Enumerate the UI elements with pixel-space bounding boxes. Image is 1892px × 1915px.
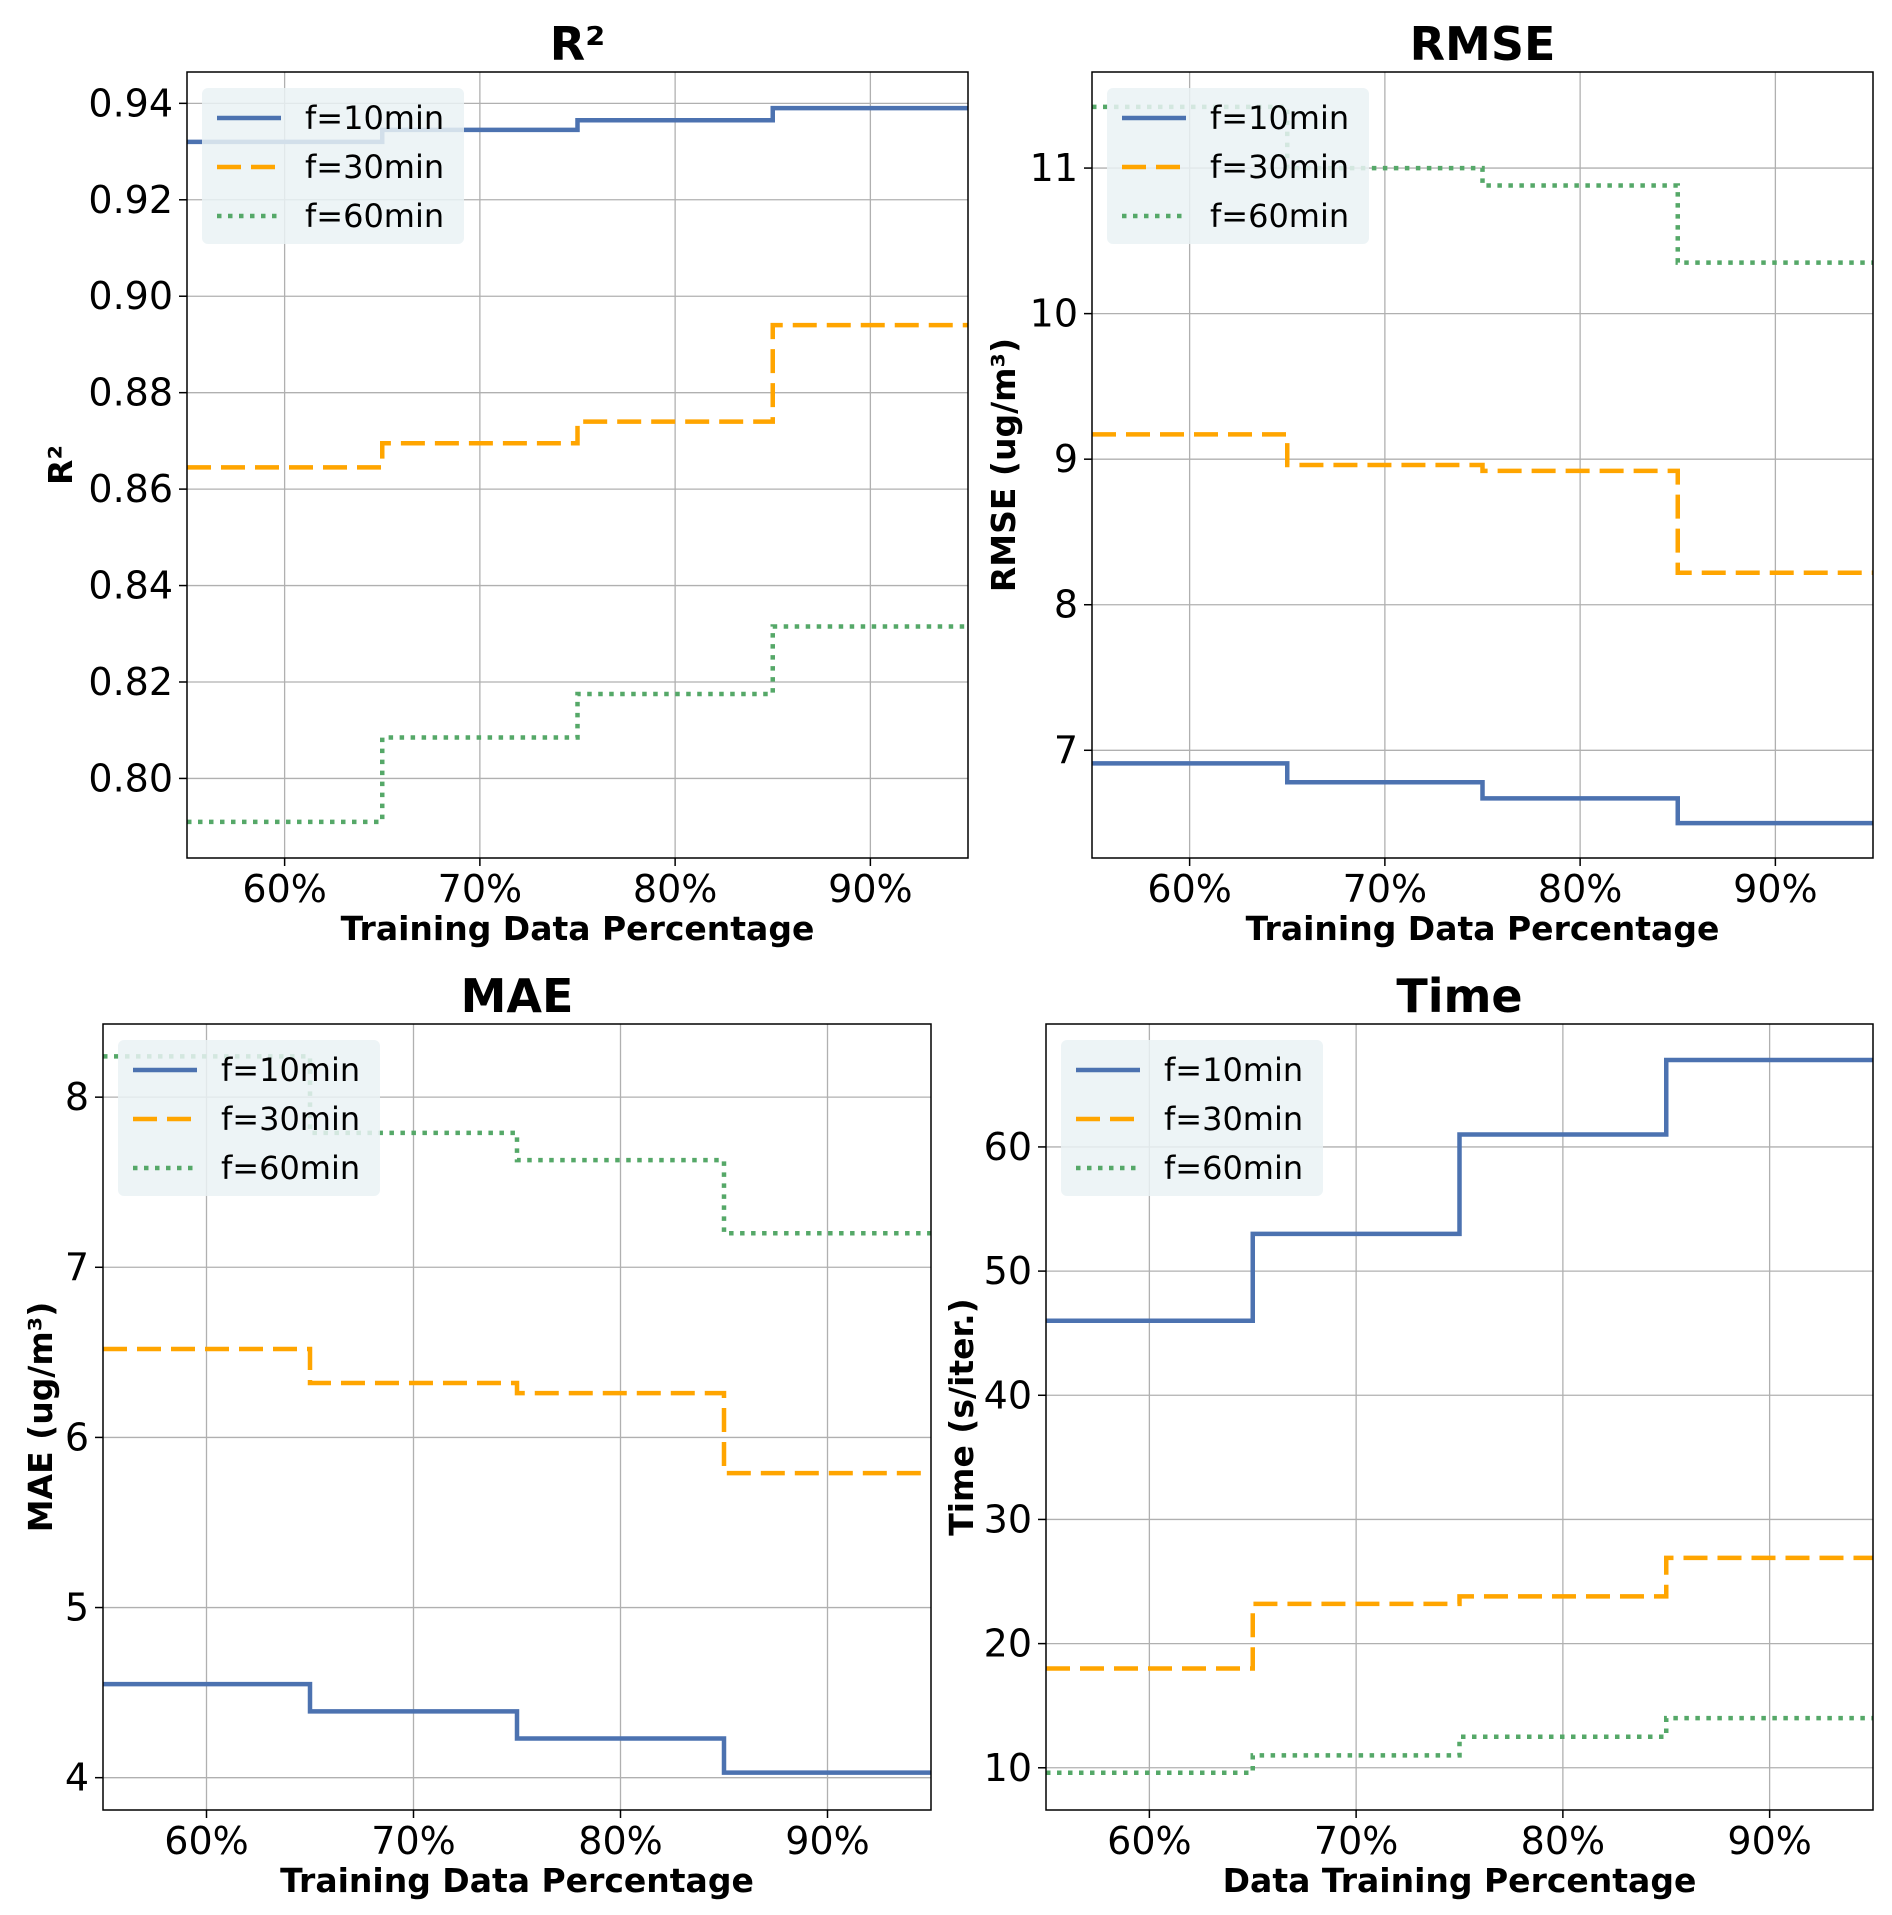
r2-legend-label-3: f=60min <box>305 197 444 235</box>
time-ytick-label: 60 <box>984 1125 1032 1169</box>
mae-ytick-label: 8 <box>65 1075 89 1119</box>
rmse-title: RMSE <box>1410 17 1556 71</box>
rmse-ytick-label: 10 <box>1030 292 1078 336</box>
rmse-xtick-label: 80% <box>1538 867 1622 911</box>
time-ytick-label: 50 <box>984 1249 1032 1293</box>
rmse-series-line-1 <box>1092 761 1873 826</box>
mae-xlabel: Training Data Percentage <box>280 1861 754 1900</box>
mae-legend-label-1: f=10min <box>221 1051 360 1089</box>
r2-xlabel: Training Data Percentage <box>341 909 815 948</box>
mae-title: MAE <box>461 969 574 1023</box>
time-legend-label-1: f=10min <box>1164 1051 1303 1089</box>
time-ytick-label: 10 <box>984 1746 1032 1790</box>
r2-xtick-label: 90% <box>828 867 912 911</box>
time-series-line-3 <box>1046 1715 1873 1775</box>
mae-xtick-label: 90% <box>785 1819 869 1863</box>
mae-series-line-1 <box>103 1681 931 1775</box>
time-ytick-label: 30 <box>984 1497 1032 1541</box>
time-legend: f=10min f=30min f=60min <box>1061 1040 1323 1196</box>
time-title: Time <box>1396 969 1522 1023</box>
r2-ytick-label: 0.80 <box>88 756 173 800</box>
r2-ytick-label: 0.84 <box>88 564 173 608</box>
rmse-xtick-label: 60% <box>1147 867 1231 911</box>
r2-series-line-3 <box>187 624 968 825</box>
r2-ylabel: R² <box>41 445 80 485</box>
time-xtick-label: 60% <box>1107 1819 1191 1863</box>
r2-title: R² <box>550 17 606 71</box>
time-xlabel: Data Training Percentage <box>1223 1861 1697 1900</box>
mae-legend-label-3: f=60min <box>221 1149 360 1187</box>
time-ytick-label: 20 <box>984 1622 1032 1666</box>
time-legend-label-2: f=30min <box>1164 1100 1303 1138</box>
r2-ytick-label: 0.90 <box>88 274 173 318</box>
rmse-legend-label-3: f=60min <box>1210 197 1349 235</box>
mae-series-line-2 <box>103 1346 931 1476</box>
rmse-xtick-label: 70% <box>1343 867 1427 911</box>
rmse-ytick-label: 8 <box>1054 583 1078 627</box>
time-xtick-label: 80% <box>1521 1819 1605 1863</box>
panel-mae: 60% 70% 80% 90% 4 5 6 7 8 MAE Training Data Percen… <box>21 969 932 1900</box>
time-series-line-2 <box>1046 1555 1873 1671</box>
r2-axes-frame <box>186 71 969 859</box>
mae-xtick-label: 80% <box>578 1819 662 1863</box>
r2-ytick-label: 0.86 <box>88 467 173 511</box>
time-ylabel: Time (s/iter.) <box>942 1298 981 1536</box>
mae-ytick-label: 6 <box>65 1415 89 1459</box>
r2-xtick-label: 70% <box>438 867 522 911</box>
rmse-ytick-label: 9 <box>1054 437 1078 481</box>
r2-xtick-label: 80% <box>633 867 717 911</box>
mae-xtick-label: 70% <box>371 1819 455 1863</box>
mae-legend: f=10min f=30min f=60min <box>118 1040 380 1196</box>
rmse-xtick-label: 90% <box>1733 867 1817 911</box>
rmse-legend: f=10min f=30min f=60min <box>1107 88 1369 244</box>
panel-r2: 60% 70% 80% 90% 0.80 0.82 0.84 0.86 0.88 0.90 0.92… <box>41 17 969 948</box>
mae-xtick-label: 60% <box>164 1819 248 1863</box>
time-series-line-1 <box>1046 1057 1873 1324</box>
time-legend-label-3: f=60min <box>1164 1149 1303 1187</box>
r2-ytick-label: 0.82 <box>88 660 173 704</box>
rmse-series-line-2 <box>1092 432 1873 575</box>
r2-legend-label-2: f=30min <box>305 148 444 186</box>
r2-ytick-label: 0.88 <box>88 371 173 415</box>
r2-legend-label-1: f=10min <box>305 99 444 137</box>
mae-legend-box <box>118 1040 380 1196</box>
rmse-legend-label-1: f=10min <box>1210 99 1349 137</box>
rmse-ylabel: RMSE (ug/m³) <box>984 338 1023 592</box>
mae-axes-frame <box>102 1023 932 1811</box>
time-legend-box <box>1061 1040 1323 1196</box>
time-xtick-label: 90% <box>1727 1819 1811 1863</box>
mae-legend-label-2: f=30min <box>221 1100 360 1138</box>
mae-ylabel: MAE (ug/m³) <box>21 1302 60 1533</box>
r2-ytick-label: 0.94 <box>88 81 173 125</box>
rmse-ytick-label: 7 <box>1054 728 1078 772</box>
rmse-xlabel: Training Data Percentage <box>1246 909 1720 948</box>
mae-ytick-label: 7 <box>65 1245 89 1289</box>
time-ytick-label: 40 <box>984 1373 1032 1417</box>
rmse-legend-box <box>1107 88 1369 244</box>
rmse-axes-frame <box>1091 71 1874 859</box>
rmse-series-line-3 <box>1092 104 1873 265</box>
mae-ytick-label: 4 <box>65 1756 89 1800</box>
mae-ytick-label: 5 <box>65 1586 89 1630</box>
panel-time: 60% 70% 80% 90% 10 20 30 40 50 60 Time Data Trainin… <box>942 969 1874 1900</box>
rmse-ytick-label: 11 <box>1030 146 1078 190</box>
rmse-legend-label-2: f=30min <box>1210 148 1349 186</box>
time-xtick-label: 70% <box>1314 1819 1398 1863</box>
r2-xtick-label: 60% <box>242 867 326 911</box>
r2-series-line-2 <box>187 322 968 470</box>
r2-legend: f=10min f=30min f=60min <box>202 88 464 244</box>
r2-ytick-label: 0.92 <box>88 178 173 222</box>
panel-rmse: 60% 70% 80% 90% 7 8 9 10 11 RMSE Training Data Per… <box>984 17 1874 948</box>
time-axes-frame <box>1045 1023 1874 1811</box>
r2-legend-box <box>202 88 464 244</box>
